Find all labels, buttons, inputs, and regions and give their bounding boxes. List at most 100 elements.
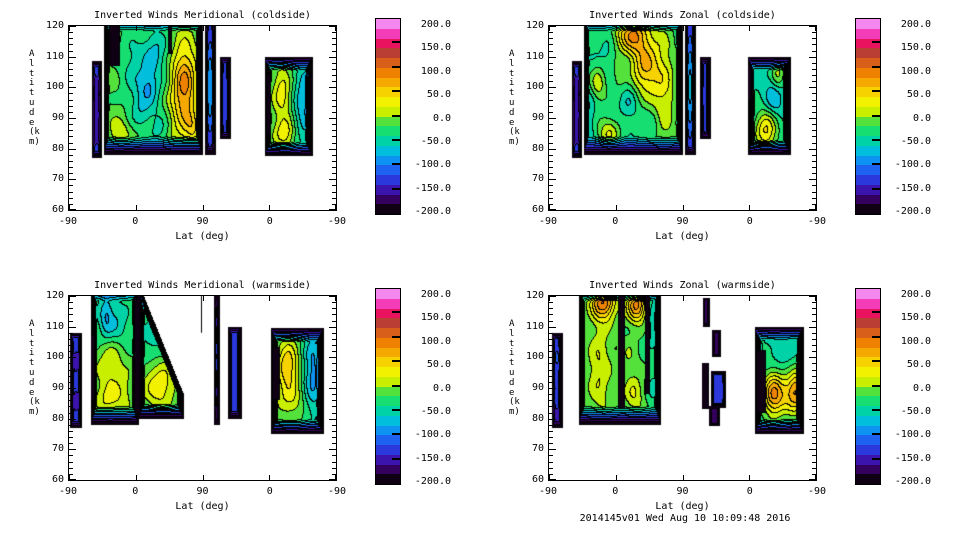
colorbar-tick-label: 50.0 xyxy=(906,359,931,371)
y-minor-tick xyxy=(549,38,553,39)
y-minor-tick xyxy=(332,314,336,315)
contour-field-canvas xyxy=(69,26,336,210)
y-major-tick xyxy=(809,179,816,180)
colorbar-tick-label: -50.0 xyxy=(420,136,451,147)
y-tick-label: 80 xyxy=(51,142,64,154)
colorbar-tick xyxy=(872,187,880,190)
y-minor-tick xyxy=(69,437,73,438)
colorbar-bands xyxy=(375,288,401,485)
colorbar-tick-label: 150.0 xyxy=(420,312,451,324)
x-tick-label: 90 xyxy=(196,486,209,497)
y-minor-tick xyxy=(69,81,73,82)
colorbar-tick xyxy=(392,335,400,338)
y-minor-tick xyxy=(69,93,73,94)
x-major-tick xyxy=(616,26,617,31)
colorbar-band xyxy=(856,289,880,299)
colorbar-band xyxy=(856,126,880,136)
y-axis-label: Altitude (km) xyxy=(29,49,40,148)
y-minor-tick xyxy=(812,302,816,303)
colorbar-band xyxy=(856,415,880,426)
y-major-tick xyxy=(69,149,76,150)
y-axis-label: Altitude (km) xyxy=(509,319,520,418)
y-minor-tick xyxy=(812,38,816,39)
y-minor-tick xyxy=(549,198,553,199)
y-minor-tick xyxy=(69,106,73,107)
colorbar-band xyxy=(376,126,400,136)
colorbar-tick-label: 150.0 xyxy=(900,42,931,54)
y-major-tick xyxy=(549,179,556,180)
y-minor-tick xyxy=(812,167,816,168)
colorbar-tick-label: -100.0 xyxy=(414,159,451,171)
x-major-tick xyxy=(815,296,816,301)
y-minor-tick xyxy=(332,345,336,346)
colorbar-band xyxy=(376,48,400,58)
y-minor-tick xyxy=(332,437,336,438)
y-tick-label: 60 xyxy=(531,204,544,215)
x-tick-label: -90 xyxy=(807,216,827,227)
y-minor-tick xyxy=(549,44,553,45)
y-minor-tick xyxy=(69,314,73,315)
x-tick-label: 0 xyxy=(132,216,139,227)
colorbar-band xyxy=(376,136,400,146)
colorbar-tick xyxy=(392,90,400,93)
y-tick-label: 100 xyxy=(525,81,544,93)
y-minor-tick xyxy=(69,455,73,456)
colorbar-band xyxy=(376,19,400,29)
colorbar-band xyxy=(856,318,880,328)
colorbar-tick-label: 0.0 xyxy=(912,112,931,124)
colorbar-tick-label: 100.0 xyxy=(420,65,451,77)
colorbar-tick-label: 0.0 xyxy=(432,112,451,124)
colorbar-tick xyxy=(392,65,400,68)
colorbar-band xyxy=(856,367,880,377)
x-tick-label: -90 xyxy=(327,216,347,227)
colorbar-band xyxy=(856,347,880,358)
x-major-tick xyxy=(815,205,816,210)
colorbar-tick xyxy=(872,114,880,117)
y-minor-tick xyxy=(332,363,336,364)
y-minor-tick xyxy=(69,130,73,131)
colorbar-tick xyxy=(872,360,880,363)
y-tick-label: 80 xyxy=(51,412,64,424)
colorbar-band xyxy=(376,337,400,348)
y-minor-tick xyxy=(549,462,553,463)
colorbar-band xyxy=(856,376,880,387)
colorbar-band xyxy=(856,425,880,436)
contour-field-canvas xyxy=(549,296,816,480)
y-minor-tick xyxy=(812,431,816,432)
y-minor-tick xyxy=(332,32,336,33)
colorbar-tick xyxy=(872,41,880,44)
y-major-tick xyxy=(69,419,76,420)
x-tick-label: 0 xyxy=(266,216,273,227)
x-major-tick xyxy=(335,205,336,210)
y-minor-tick xyxy=(332,308,336,309)
y-minor-tick xyxy=(332,413,336,414)
y-minor-tick xyxy=(332,161,336,162)
y-major-tick xyxy=(69,26,76,27)
y-major-tick xyxy=(809,388,816,389)
y-major-tick xyxy=(549,87,556,88)
y-minor-tick xyxy=(812,51,816,52)
y-minor-tick xyxy=(69,100,73,101)
colorbar-band xyxy=(856,106,880,117)
y-minor-tick xyxy=(549,51,553,52)
y-minor-tick xyxy=(69,204,73,205)
y-minor-tick xyxy=(69,431,73,432)
colorbar-tick-label: 50.0 xyxy=(426,359,451,371)
x-major-tick xyxy=(335,296,336,301)
y-minor-tick xyxy=(812,321,816,322)
y-minor-tick xyxy=(69,32,73,33)
y-minor-tick xyxy=(332,69,336,70)
y-major-tick xyxy=(549,479,556,480)
colorbar-tick xyxy=(872,433,880,436)
y-minor-tick xyxy=(549,351,553,352)
y-minor-tick xyxy=(549,345,553,346)
y-minor-tick xyxy=(69,370,73,371)
y-minor-tick xyxy=(332,136,336,137)
colorbar-band xyxy=(376,435,400,445)
y-tick-label: 100 xyxy=(45,351,64,363)
y-tick-label: 110 xyxy=(45,50,64,62)
y-minor-tick xyxy=(332,370,336,371)
colorbar-tick-label: 50.0 xyxy=(426,89,451,101)
y-minor-tick xyxy=(549,32,553,33)
colorbar-band xyxy=(856,445,880,455)
